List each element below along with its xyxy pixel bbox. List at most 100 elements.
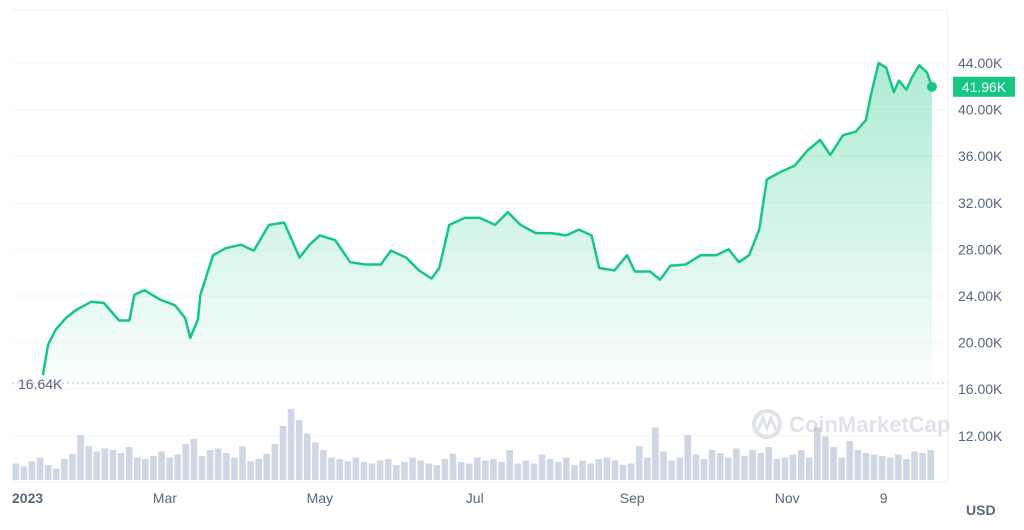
- volume-bar: [862, 453, 870, 480]
- volume-bar: [93, 451, 101, 480]
- price-line: [41, 61, 934, 376]
- volume-bar: [619, 465, 627, 480]
- volume-bar: [360, 462, 368, 480]
- volume-bar: [247, 461, 254, 480]
- x-tick-label: 9: [880, 490, 888, 506]
- y-tick-label: 28.00K: [958, 241, 1003, 257]
- x-tick-label: May: [307, 490, 333, 506]
- y-tick-label: 20.00K: [958, 335, 1003, 351]
- volume-bar: [85, 446, 92, 480]
- current-price-badge: [953, 76, 1015, 97]
- volume-bar: [109, 450, 117, 480]
- volume-bar: [190, 438, 198, 480]
- y-tick-label: 44.00K: [958, 55, 1003, 71]
- volume-bar: [676, 457, 684, 480]
- volume-bar: [198, 456, 206, 480]
- volume-bar: [320, 450, 327, 480]
- volume-bar: [870, 454, 878, 480]
- volume-bar: [417, 460, 424, 480]
- volume-bar: [263, 453, 271, 480]
- volume-bar: [554, 462, 562, 480]
- volume-bar: [117, 453, 125, 480]
- y-tick-label: 16.00K: [958, 381, 1003, 397]
- volume-bar: [142, 459, 149, 480]
- volume-bar: [700, 459, 708, 480]
- y-tick-label: 40.00K: [958, 102, 1003, 118]
- volume-bar: [765, 447, 773, 480]
- volume-bar: [692, 454, 700, 480]
- watermark-text: CoinMarketCap: [789, 412, 950, 437]
- volume-bar: [28, 461, 36, 480]
- volume-bar: [652, 427, 659, 480]
- volume-bar: [150, 456, 157, 480]
- volume-bar: [44, 465, 52, 480]
- volume-bar: [271, 444, 279, 480]
- volume-bar: [490, 459, 497, 480]
- volume-bar: [465, 463, 473, 480]
- volume-bar: [846, 441, 854, 480]
- y-tick-label: 24.00K: [958, 288, 1003, 304]
- volume-bar: [773, 459, 781, 480]
- volume-bar: [393, 465, 400, 480]
- volume-bar: [498, 462, 505, 480]
- volume-bar: [538, 454, 546, 480]
- volume-bar: [303, 433, 311, 480]
- volume-bar: [52, 468, 60, 480]
- volume-bar: [595, 459, 603, 480]
- x-tick-label: 2023: [12, 490, 43, 506]
- volume-bar: [474, 457, 481, 480]
- volume-bar: [352, 457, 360, 480]
- volume-bar: [20, 466, 28, 480]
- volume-bar: [911, 451, 918, 480]
- volume-bar: [69, 453, 76, 480]
- volume-bar: [805, 457, 813, 480]
- volume-bar: [611, 460, 619, 480]
- volume-bar: [449, 453, 457, 480]
- volume-bar: [603, 457, 611, 480]
- volume-bar: [77, 435, 84, 480]
- volume-bar: [12, 463, 20, 480]
- volume-bar: [506, 450, 513, 480]
- volume-bar: [895, 454, 902, 480]
- y-tick-label: 12.00K: [958, 428, 1003, 444]
- volume-bar: [644, 457, 651, 480]
- volume-bar: [627, 463, 635, 480]
- volume-bar: [797, 450, 805, 480]
- volume-bar: [239, 446, 246, 480]
- volume-bar: [830, 447, 837, 480]
- volume-bar: [482, 460, 489, 480]
- volume-bar: [514, 463, 522, 480]
- volume-bar: [425, 463, 433, 480]
- volume-bar: [336, 459, 343, 480]
- volume-bar: [708, 450, 716, 480]
- volume-bar: [101, 448, 109, 480]
- volume-bar: [571, 465, 578, 480]
- volume-bar: [530, 463, 538, 480]
- volume-bar: [878, 456, 886, 480]
- volume-bar: [927, 450, 934, 480]
- volume-bar: [214, 448, 222, 480]
- volume-bar: [125, 447, 133, 480]
- volume-bar: [733, 448, 740, 480]
- volume-bar: [789, 454, 797, 480]
- volume-bar: [546, 459, 554, 480]
- volume-bar: [668, 460, 675, 480]
- volume-bar: [741, 456, 748, 480]
- volume-bar: [886, 457, 894, 480]
- volume-bar: [368, 463, 376, 480]
- current-price-dot: [926, 81, 937, 92]
- volume-bar: [174, 454, 182, 480]
- volume-bar: [838, 457, 845, 480]
- volume-bar: [635, 446, 643, 480]
- volume-bar: [61, 459, 68, 480]
- volume-bar: [522, 460, 530, 480]
- volume-bar: [312, 442, 319, 480]
- volume-bar: [295, 420, 303, 480]
- volume-bar: [757, 453, 764, 480]
- price-area: [42, 63, 932, 383]
- volume-bar: [563, 457, 570, 480]
- volume-bar: [182, 444, 190, 480]
- volume-bar: [206, 450, 214, 480]
- volume-bar: [814, 427, 821, 480]
- volume-bar: [279, 426, 287, 480]
